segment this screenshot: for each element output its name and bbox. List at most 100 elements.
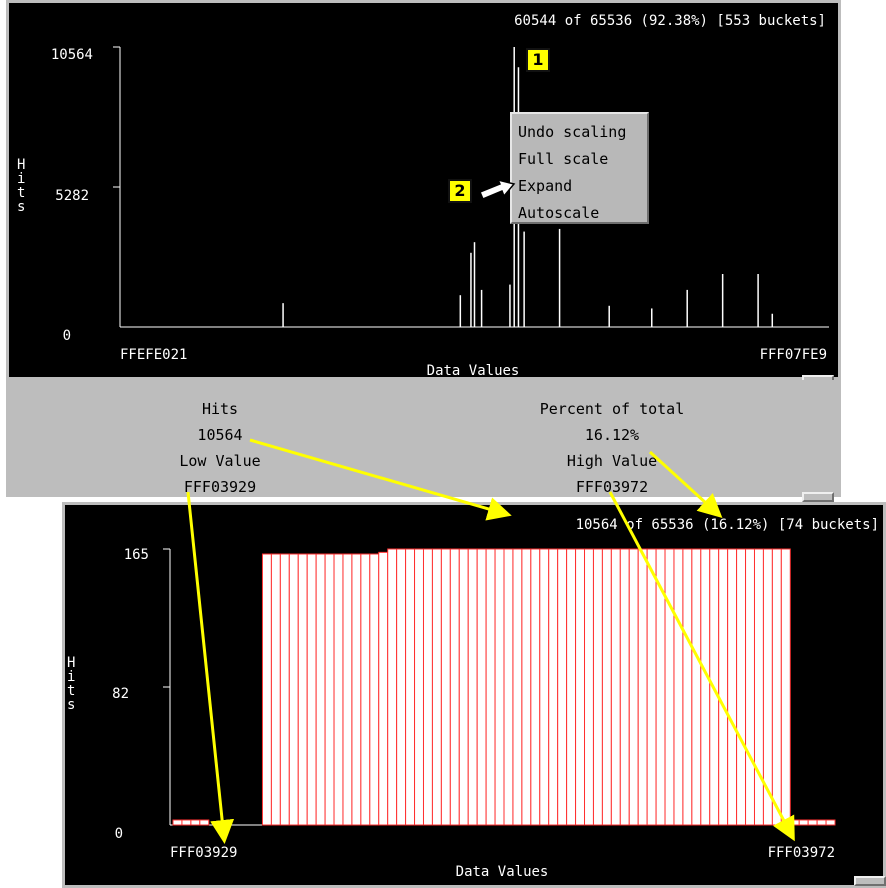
bottom-bar-32 bbox=[458, 548, 469, 826]
menu-item-expand[interactable]: Expand bbox=[518, 177, 573, 195]
context-menu: Undo scaling Full scale Expand Autoscale bbox=[510, 112, 649, 224]
bottom-y-tick-mid: 82 bbox=[112, 686, 129, 702]
bottom-bar-33 bbox=[467, 548, 478, 826]
callout-2: 2 bbox=[448, 179, 472, 203]
top-x-start-label: FFEFE021 bbox=[120, 347, 187, 363]
bottom-bar-26 bbox=[405, 548, 416, 826]
bottom-bar-18 bbox=[333, 553, 344, 826]
menu-item-autoscale[interactable]: Autoscale bbox=[518, 204, 600, 222]
bottom-histogram-svg: 10564 of 65536 (16.12%) [74 buckets] 165… bbox=[67, 517, 879, 880]
bottom-bar-39 bbox=[521, 548, 532, 826]
callout-1: 1 bbox=[526, 48, 550, 72]
bottom-y-label-s: s bbox=[67, 697, 75, 713]
bottom-bar-15 bbox=[306, 553, 317, 826]
bottom-scrollbar-thumb[interactable] bbox=[854, 876, 886, 886]
bottom-bar-73 bbox=[825, 819, 836, 826]
bottom-bar-13 bbox=[288, 553, 299, 826]
top-histogram-panel: 60544 of 65536 (92.38%) [553 buckets] 10… bbox=[6, 0, 841, 380]
bottom-bar-29 bbox=[431, 548, 442, 826]
bottom-histogram-panel: 10564 of 65536 (16.12%) [74 buckets] 165… bbox=[62, 502, 886, 888]
bottom-bar-31 bbox=[449, 548, 460, 826]
bottom-bar-12 bbox=[279, 553, 290, 826]
bottom-bar-72 bbox=[816, 819, 827, 826]
bottom-bar-21 bbox=[360, 553, 371, 826]
bottom-bar-27 bbox=[414, 548, 424, 826]
bottom-bar-56 bbox=[673, 548, 684, 826]
top-y-tick-max: 10564 bbox=[51, 47, 93, 63]
bottom-bar-66 bbox=[762, 548, 773, 826]
top-summary: 60544 of 65536 (92.38%) [553 buckets] bbox=[514, 13, 826, 29]
bottom-bar-23 bbox=[378, 551, 389, 826]
percent-label: Percent of total bbox=[539, 400, 685, 418]
bottom-bar-70 bbox=[798, 819, 809, 826]
bottom-bar-25 bbox=[396, 548, 407, 826]
top-y-label-i: i bbox=[17, 171, 25, 187]
bottom-bar-60 bbox=[709, 548, 720, 826]
percent-value: 16.12% bbox=[584, 426, 640, 444]
bottom-bar-57 bbox=[682, 548, 693, 826]
low-value-label: Low Value bbox=[179, 452, 261, 470]
hits-label: Hits bbox=[201, 400, 239, 418]
bottom-bar-61 bbox=[718, 548, 729, 826]
bottom-bar-69 bbox=[789, 819, 800, 826]
bottom-bar-58 bbox=[691, 548, 702, 826]
bottom-bar-24 bbox=[387, 548, 398, 826]
bottom-bar-42 bbox=[548, 548, 559, 826]
bottom-x-start-label: FFF03929 bbox=[170, 845, 237, 861]
high-value: FFF03972 bbox=[575, 478, 649, 496]
top-y-label-h: H bbox=[17, 157, 25, 173]
bottom-bar-0 bbox=[172, 819, 183, 826]
hits-value: 10564 bbox=[197, 426, 243, 444]
bottom-bar-34 bbox=[476, 548, 487, 826]
top-histogram-svg: 60544 of 65536 (92.38%) [553 buckets] 10… bbox=[17, 13, 829, 379]
bottom-bar-53 bbox=[646, 548, 657, 826]
bottom-bar-59 bbox=[700, 548, 711, 826]
bottom-bar-48 bbox=[601, 548, 612, 826]
bottom-summary: 10564 of 65536 (16.12%) [74 buckets] bbox=[576, 517, 879, 533]
bottom-bar-35 bbox=[485, 548, 496, 826]
bottom-bar-3 bbox=[199, 819, 210, 826]
bottom-bar-65 bbox=[753, 548, 764, 826]
bottom-bar-10 bbox=[261, 553, 272, 826]
bottom-bar-2 bbox=[190, 819, 201, 826]
menu-item-undo-scaling[interactable]: Undo scaling bbox=[518, 123, 627, 141]
bottom-x-axis-label: Data Values bbox=[456, 864, 549, 880]
bottom-bar-47 bbox=[592, 548, 603, 826]
bottom-bar-62 bbox=[727, 548, 738, 826]
bottom-bar-28 bbox=[422, 548, 433, 826]
bottom-bar-68 bbox=[780, 548, 791, 826]
bottom-bar-38 bbox=[512, 548, 523, 826]
bottom-bar-67 bbox=[771, 548, 782, 826]
bottom-y-tick-max: 165 bbox=[124, 547, 149, 563]
bucket-info-panel: Hits 10564 Low Value FFF03929 Percent of… bbox=[6, 380, 841, 497]
info-scrollbar-thumb[interactable] bbox=[802, 492, 834, 502]
low-value: FFF03929 bbox=[183, 478, 257, 496]
bottom-bar-19 bbox=[342, 553, 353, 826]
bottom-bar-44 bbox=[566, 548, 577, 826]
bottom-bar-14 bbox=[297, 553, 308, 826]
menu-item-full-scale[interactable]: Full scale bbox=[518, 150, 609, 168]
bottom-bar-46 bbox=[584, 548, 594, 826]
bottom-y-label-i: i bbox=[67, 669, 75, 685]
top-y-tick-zero: 0 bbox=[63, 328, 71, 344]
bottom-bar-1 bbox=[181, 819, 192, 826]
bottom-bar-54 bbox=[655, 548, 666, 826]
bottom-bar-63 bbox=[736, 548, 747, 826]
top-x-axis-label: Data Values bbox=[427, 363, 520, 379]
top-y-label-s: s bbox=[17, 199, 25, 215]
bottom-x-end-label: FFF03972 bbox=[768, 845, 835, 861]
bottom-y-tick-zero: 0 bbox=[115, 826, 123, 842]
bottom-bar-30 bbox=[440, 548, 451, 826]
top-y-label-t: t bbox=[17, 185, 25, 201]
bottom-bar-64 bbox=[745, 548, 755, 826]
bottom-bar-20 bbox=[351, 553, 362, 826]
top-x-end-label: FFF07FE9 bbox=[760, 347, 827, 363]
top-y-tick-mid: 5282 bbox=[55, 188, 89, 204]
bottom-bar-43 bbox=[557, 548, 568, 826]
bottom-bar-16 bbox=[315, 553, 326, 826]
bottom-bar-49 bbox=[610, 548, 621, 826]
bottom-bar-41 bbox=[539, 548, 550, 826]
bottom-y-label-h: H bbox=[67, 655, 75, 671]
bottom-bar-45 bbox=[575, 548, 586, 826]
pointer-arrow-icon bbox=[479, 178, 516, 200]
